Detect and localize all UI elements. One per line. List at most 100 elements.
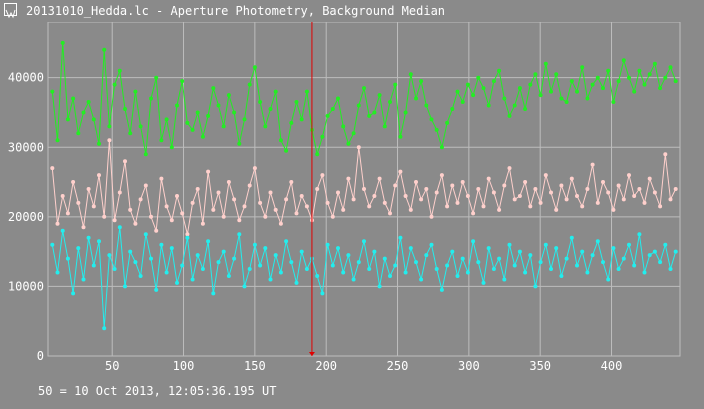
data-point bbox=[497, 207, 502, 212]
data-point bbox=[424, 103, 429, 108]
data-point bbox=[123, 107, 127, 111]
data-point bbox=[419, 277, 424, 282]
data-point bbox=[185, 232, 190, 237]
data-point bbox=[76, 200, 81, 205]
data-point bbox=[549, 267, 553, 271]
light-curve-chart[interactable]: 50 100 150 200 250 300 350 400 0 10000 20000 30000 4… bbox=[0, 21, 704, 373]
data-point bbox=[393, 183, 398, 188]
data-point bbox=[590, 82, 595, 87]
data-point bbox=[434, 267, 439, 271]
data-point bbox=[367, 267, 372, 271]
data-point bbox=[419, 79, 424, 84]
data-point bbox=[242, 117, 247, 122]
data-point bbox=[627, 173, 631, 178]
x-tick-label: 50 bbox=[105, 359, 119, 372]
data-point bbox=[445, 263, 450, 268]
data-point bbox=[637, 68, 642, 73]
data-point bbox=[382, 200, 387, 205]
data-point bbox=[595, 239, 600, 244]
data-point bbox=[304, 267, 309, 271]
data-point bbox=[102, 326, 107, 331]
data-point bbox=[476, 187, 481, 191]
data-point bbox=[346, 253, 351, 258]
data-point bbox=[154, 228, 159, 233]
data-point bbox=[658, 86, 663, 91]
y-tick-label: 40000 bbox=[8, 71, 44, 85]
data-point bbox=[414, 96, 418, 101]
data-point bbox=[637, 232, 642, 237]
data-point bbox=[247, 82, 252, 87]
data-point bbox=[632, 263, 637, 268]
data-point bbox=[647, 253, 652, 258]
data-point bbox=[388, 100, 392, 104]
data-point bbox=[538, 260, 543, 265]
data-point bbox=[351, 131, 356, 136]
data-point bbox=[362, 86, 366, 91]
data-point bbox=[221, 124, 226, 129]
data-point bbox=[491, 190, 496, 195]
data-point bbox=[180, 79, 185, 84]
data-point bbox=[559, 274, 564, 278]
data-point bbox=[112, 267, 117, 271]
data-point bbox=[284, 239, 289, 244]
data-point bbox=[226, 93, 231, 98]
data-point bbox=[414, 180, 418, 184]
data-point bbox=[154, 75, 159, 80]
data-point bbox=[637, 187, 642, 191]
app-icon bbox=[4, 3, 17, 19]
data-point bbox=[580, 65, 585, 70]
data-point bbox=[315, 152, 320, 157]
data-point bbox=[616, 267, 621, 271]
data-point bbox=[237, 141, 242, 146]
data-point bbox=[450, 183, 455, 188]
data-point bbox=[112, 218, 117, 223]
data-point bbox=[533, 72, 538, 77]
light-curve-plot[interactable]: 50 100 150 200 250 300 350 400 0 10000 20000 30000 4… bbox=[0, 21, 704, 373]
data-point bbox=[81, 225, 86, 230]
data-point bbox=[289, 260, 294, 265]
data-point bbox=[356, 103, 361, 108]
data-point bbox=[585, 187, 590, 191]
data-point bbox=[164, 270, 169, 275]
data-point bbox=[528, 253, 533, 258]
data-point bbox=[554, 72, 559, 77]
data-point bbox=[632, 194, 637, 198]
data-point bbox=[97, 239, 101, 244]
data-point bbox=[169, 218, 174, 223]
data-point bbox=[455, 274, 460, 278]
data-point bbox=[226, 180, 231, 184]
data-point bbox=[450, 107, 455, 111]
data-point bbox=[439, 173, 444, 178]
data-point bbox=[97, 173, 101, 178]
data-point bbox=[424, 253, 429, 258]
data-point bbox=[138, 197, 143, 202]
data-point bbox=[149, 214, 153, 219]
data-point bbox=[123, 284, 127, 289]
data-point bbox=[585, 270, 590, 275]
data-point bbox=[294, 211, 299, 216]
data-point bbox=[658, 260, 663, 265]
data-point bbox=[273, 89, 278, 94]
data-point bbox=[195, 253, 200, 258]
data-point bbox=[107, 124, 112, 129]
data-point bbox=[476, 260, 481, 265]
data-point bbox=[538, 93, 543, 98]
data-point bbox=[284, 148, 289, 153]
data-point bbox=[621, 256, 626, 261]
data-point bbox=[393, 82, 398, 87]
data-point bbox=[237, 232, 242, 237]
data-point bbox=[252, 242, 257, 247]
data-point bbox=[320, 291, 325, 296]
data-point bbox=[611, 207, 616, 212]
data-point bbox=[216, 103, 221, 108]
data-point bbox=[673, 79, 678, 84]
data-point bbox=[91, 117, 96, 122]
data-point bbox=[133, 221, 138, 226]
data-point bbox=[502, 96, 507, 101]
data-point bbox=[149, 96, 153, 101]
data-point bbox=[263, 124, 268, 129]
data-point bbox=[320, 173, 325, 178]
data-point bbox=[517, 86, 522, 91]
data-point bbox=[263, 246, 268, 251]
data-point bbox=[86, 187, 91, 191]
